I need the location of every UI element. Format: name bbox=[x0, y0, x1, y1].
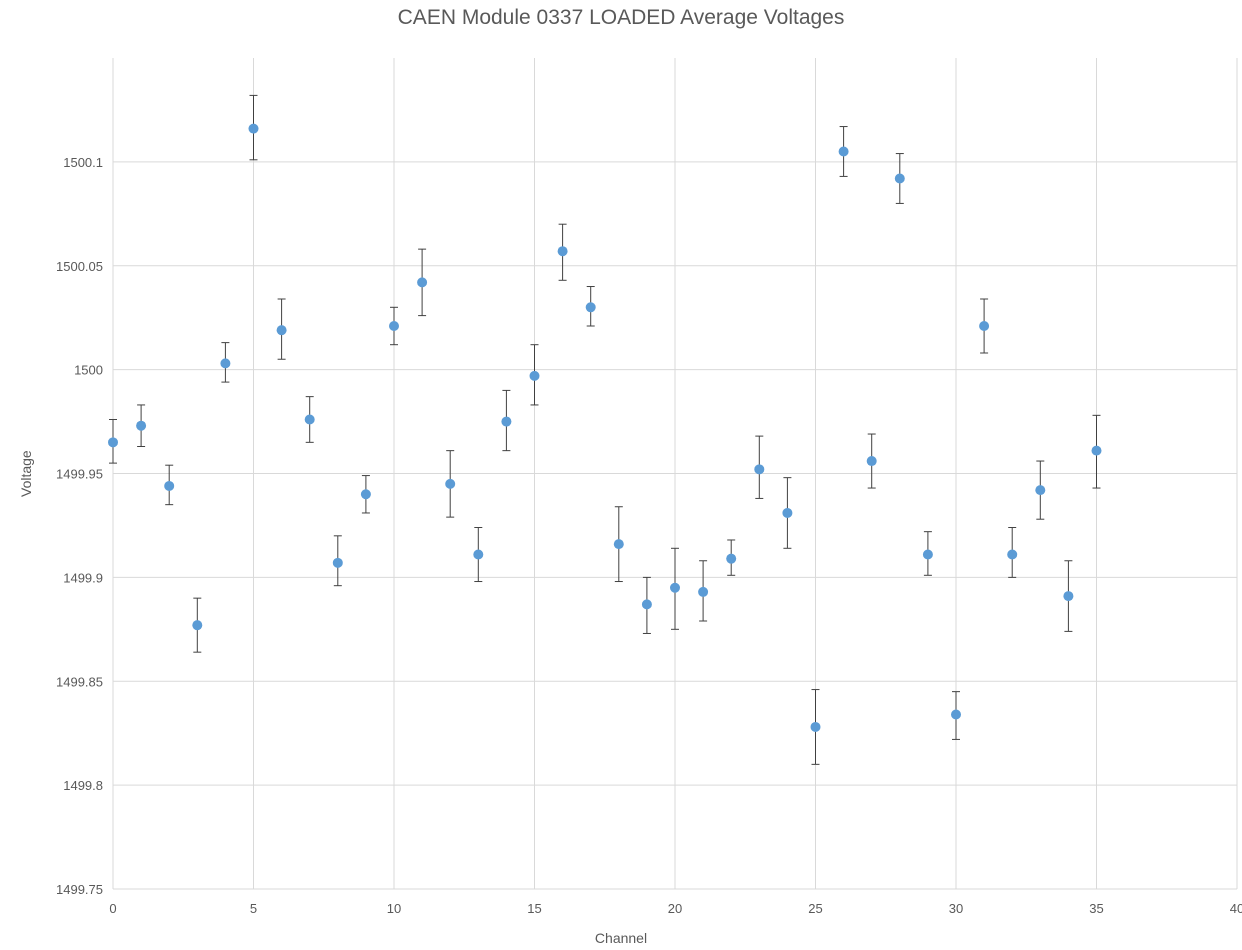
data-point bbox=[1063, 591, 1074, 602]
data-point bbox=[417, 277, 428, 288]
data-point bbox=[220, 358, 231, 369]
y-tick-label: 1500 bbox=[74, 363, 103, 378]
data-point bbox=[1091, 445, 1102, 456]
data-point bbox=[360, 489, 371, 500]
y-tick-label: 1499.85 bbox=[56, 674, 103, 689]
x-tick-label: 35 bbox=[1089, 901, 1103, 916]
x-tick-label: 40 bbox=[1230, 901, 1242, 916]
data-point bbox=[276, 325, 287, 336]
data-point bbox=[445, 478, 456, 489]
data-point bbox=[951, 709, 961, 720]
data-point bbox=[389, 320, 399, 331]
data-point bbox=[922, 549, 933, 560]
data-point bbox=[529, 370, 540, 381]
x-tick-label: 25 bbox=[808, 901, 822, 916]
y-tick-label: 1500.05 bbox=[56, 259, 103, 274]
x-tick-label: 30 bbox=[949, 901, 963, 916]
data-point bbox=[304, 414, 315, 425]
data-point bbox=[641, 599, 652, 610]
x-axis-label: Channel bbox=[594, 930, 648, 946]
y-tick-label: 1499.9 bbox=[63, 570, 103, 585]
chart-title: CAEN Module 0337 LOADED Average Voltages bbox=[397, 6, 845, 29]
data-point bbox=[670, 582, 680, 593]
data-point bbox=[248, 123, 259, 134]
x-tick-label: 10 bbox=[387, 901, 401, 916]
data-point bbox=[810, 721, 821, 732]
data-point bbox=[698, 586, 709, 597]
data-point bbox=[613, 539, 624, 550]
data-point bbox=[1007, 549, 1018, 560]
x-tick-label: 0 bbox=[109, 901, 116, 916]
data-point bbox=[501, 416, 512, 427]
data-point bbox=[866, 456, 877, 467]
data-point bbox=[726, 553, 737, 564]
data-point bbox=[164, 480, 175, 491]
x-tick-label: 15 bbox=[527, 901, 541, 916]
y-axis-label: Voltage bbox=[18, 450, 34, 497]
data-point bbox=[192, 620, 203, 631]
data-point bbox=[557, 246, 568, 257]
data-point bbox=[108, 437, 118, 448]
data-point bbox=[782, 507, 793, 518]
y-tick-label: 1499.8 bbox=[63, 778, 103, 793]
data-point bbox=[1035, 485, 1046, 496]
data-point bbox=[754, 464, 765, 475]
data-point bbox=[838, 146, 849, 157]
data-point bbox=[136, 420, 147, 431]
y-tick-label: 1499.75 bbox=[56, 882, 103, 897]
x-tick-label: 5 bbox=[250, 901, 257, 916]
data-point bbox=[894, 173, 905, 184]
x-tick-label: 20 bbox=[668, 901, 682, 916]
data-point bbox=[473, 549, 484, 560]
data-point bbox=[332, 557, 343, 568]
y-tick-label: 1499.95 bbox=[56, 467, 103, 482]
y-tick-label: 1500.1 bbox=[63, 155, 103, 170]
data-point bbox=[979, 320, 990, 331]
data-point bbox=[585, 302, 596, 313]
